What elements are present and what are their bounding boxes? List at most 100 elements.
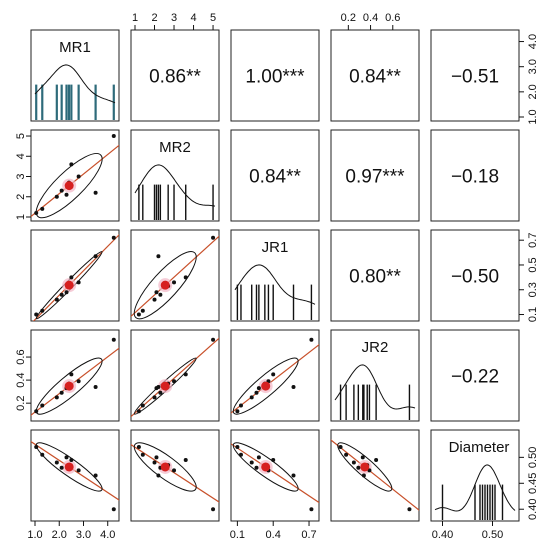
density-curve: [234, 264, 316, 305]
data-point: [111, 337, 116, 342]
panel-frame-jr1-jr2: [330, 229, 420, 322]
scatter-panel-jr2-vs-mr2: [131, 337, 219, 418]
data-point: [254, 390, 259, 395]
y-tick-label-jr2: 0.4: [15, 372, 27, 387]
correlation-mr1-jr2: 0.84**: [349, 67, 401, 88]
x-tick-label-jr2: 0.6: [385, 12, 400, 24]
x-tick-label-jr1: 0.7: [301, 529, 316, 541]
data-point: [344, 452, 349, 457]
data-point: [152, 297, 157, 302]
data-point: [360, 455, 365, 460]
data-point: [338, 444, 343, 449]
data-point: [183, 275, 188, 280]
panel-frame-jr1-jr1: [230, 229, 320, 322]
x-tick-label-jr2: 0.4: [363, 12, 378, 24]
data-point: [69, 457, 74, 462]
mean-point: [261, 462, 271, 472]
data-point: [111, 235, 116, 240]
y-tick-label-mr1: 2.0: [527, 84, 539, 99]
y-tick-label-jr1: 0.5: [527, 257, 539, 272]
data-point: [40, 403, 45, 408]
data-point: [211, 507, 216, 512]
correlation-ellipse: [232, 442, 299, 492]
data-point: [256, 386, 261, 391]
y-tick-label-diameter: 0.50: [527, 447, 539, 468]
correlation-mr2-diameter: −0.18: [451, 167, 499, 188]
panel-frame-mr2-jr1: [230, 129, 320, 222]
data-point: [54, 460, 59, 465]
correlation-mr1-jr1: 1.00***: [245, 67, 305, 88]
panel-frame-jr2-jr2: [330, 329, 420, 422]
data-point: [235, 409, 240, 414]
data-point: [238, 403, 243, 408]
mean-point: [160, 381, 170, 391]
panel-frame-jr1-diameter: [430, 229, 520, 322]
x-tick-label-mr1: 2.0: [52, 529, 67, 541]
panel-frame-diameter-mr1: [30, 429, 120, 522]
regression-line: [32, 234, 119, 321]
scatter-panel-diameter-vs-jr1: [231, 442, 319, 512]
regression-line: [231, 344, 319, 414]
diag-panel-jr1: [234, 264, 316, 320]
data-point: [249, 395, 254, 400]
panel-frame-diameter-jr1: [230, 429, 320, 522]
diag-panel-jr2: [334, 364, 416, 420]
x-tick-label-jr2: 0.2: [341, 12, 356, 24]
diag-label-mr2: MR2: [159, 139, 191, 156]
data-point: [156, 473, 161, 478]
y-tick-label-diameter: 0.40: [527, 499, 539, 520]
data-point: [154, 290, 159, 295]
mean-point: [261, 381, 271, 391]
data-point: [136, 312, 141, 317]
data-point: [136, 444, 141, 449]
panel-frame-jr1-mr1: [30, 229, 120, 322]
x-tick-label-mr1: 4.0: [100, 529, 115, 541]
panel-frame-mr1-diameter: [430, 29, 520, 122]
x-tick-label-jr1: 0.4: [266, 529, 281, 541]
correlation-jr1-jr2: 0.80**: [349, 267, 401, 288]
x-tick-label-jr1: 0.1: [230, 529, 245, 541]
y-tick-label-diameter: 0.45: [527, 473, 539, 494]
data-point: [309, 507, 314, 512]
data-point: [156, 254, 161, 259]
panel-frame-jr1-mr2: [130, 229, 220, 322]
data-point: [54, 395, 59, 400]
data-point: [211, 337, 216, 342]
data-point: [158, 390, 163, 395]
data-point: [172, 379, 177, 384]
data-point: [351, 460, 356, 465]
scatter-panel-jr2-vs-jr1: [231, 337, 319, 415]
data-point: [69, 162, 74, 167]
correlation-ellipse: [35, 153, 103, 219]
y-tick-label-mr1: 1.0: [527, 109, 539, 124]
panel-frame-jr2-diameter: [430, 329, 520, 422]
data-point: [140, 452, 145, 457]
y-tick-label-mr1: 3.0: [527, 59, 539, 74]
panel-frame-mr2-mr2: [130, 129, 220, 222]
data-point: [111, 134, 116, 139]
data-point: [361, 473, 366, 478]
scatter-panel-jr1-vs-mr1: [32, 234, 119, 321]
data-point: [93, 385, 98, 390]
data-point: [34, 312, 39, 317]
mean-point: [64, 280, 74, 290]
mean-point: [64, 381, 74, 391]
mean-point: [160, 462, 170, 472]
data-point: [76, 174, 81, 179]
data-point: [34, 444, 39, 449]
data-point: [136, 409, 141, 414]
data-point: [235, 444, 240, 449]
y-tick-label-mr1: 4.0: [527, 34, 539, 49]
panel-frame-mr2-mr1: [30, 129, 120, 222]
y-tick-label-mr2: 5: [15, 133, 27, 139]
scatter-panel-diameter-vs-mr1: [31, 440, 119, 512]
data-point: [93, 254, 98, 259]
data-point: [211, 235, 216, 240]
data-point: [356, 465, 361, 470]
data-point: [59, 465, 64, 470]
regression-line: [131, 235, 219, 318]
panel-frame-jr2-mr2: [130, 329, 220, 422]
regression-line: [131, 443, 219, 503]
data-point: [59, 188, 64, 193]
